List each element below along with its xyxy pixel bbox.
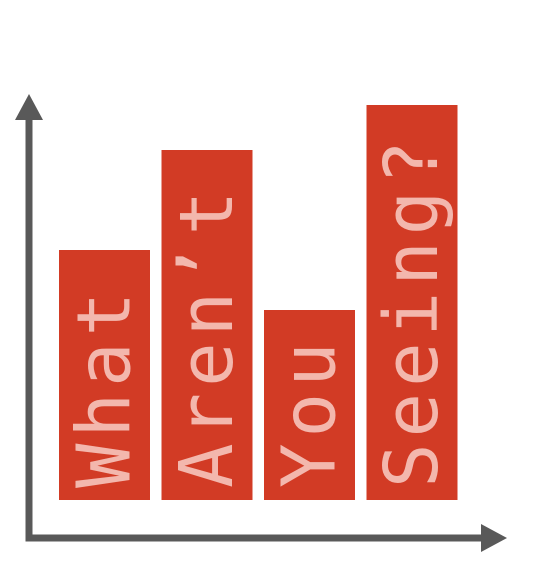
bar-label-1: What bbox=[62, 286, 148, 488]
x-axis-arrow-icon bbox=[481, 524, 507, 552]
bar-label-4: Seeing? bbox=[369, 134, 455, 488]
bars: What Aren’t You Seeing? bbox=[59, 105, 458, 500]
bar-label-2: Aren’t bbox=[164, 185, 250, 488]
bar-1 bbox=[59, 250, 150, 500]
y-axis-arrow-icon bbox=[15, 94, 43, 120]
bar-4 bbox=[366, 105, 458, 500]
bar-3 bbox=[264, 310, 355, 500]
axes bbox=[15, 94, 507, 552]
bar-2 bbox=[161, 150, 253, 500]
bar-label-3: You bbox=[267, 336, 353, 488]
